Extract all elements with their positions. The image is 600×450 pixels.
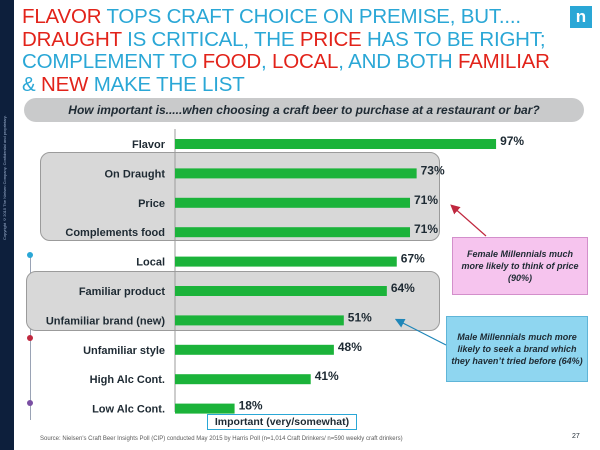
headline-segment: FLAVOR	[22, 5, 102, 28]
bar	[175, 374, 311, 385]
bar	[175, 286, 387, 296]
headline-segment: LOCAL	[272, 50, 339, 73]
category-label: Unfamiliar brand (new)	[46, 315, 166, 327]
value-label: 97%	[500, 134, 524, 148]
category-label: Unfamiliar style	[83, 345, 165, 357]
headline-segment: , AND BOTH	[338, 50, 458, 73]
headline-segment: &	[22, 72, 41, 96]
headline-segment: DRAUGHT	[22, 27, 122, 51]
value-label: 51%	[348, 310, 372, 324]
category-label: Complements food	[65, 227, 165, 239]
bar	[175, 168, 417, 179]
timeline-dot-purple	[27, 400, 33, 406]
value-label: 71%	[414, 222, 438, 236]
bar	[175, 315, 344, 326]
category-label: High Alc Cont.	[90, 374, 165, 386]
headline-segment: TOPS CRAFT CHOICE ON PREMISE, BUT....	[101, 5, 521, 28]
group-box-draught-price-food	[40, 152, 440, 241]
page-number: 27	[572, 433, 580, 440]
headline-segment: FAMILIAR	[457, 50, 550, 73]
bar	[175, 403, 235, 414]
value-label: 48%	[338, 340, 362, 354]
page-title: FLAVOR TOPS CRAFT CHOICE ON PREMISE, BUT…	[22, 5, 562, 96]
headline-segment: PRICE	[299, 27, 362, 51]
headline-segment: IS CRITICAL, THE	[121, 27, 300, 51]
nielsen-logo: n	[570, 6, 592, 28]
callout-male-millennials: Male Millennials much more likely to see…	[446, 316, 588, 382]
bar	[175, 197, 411, 208]
value-label: 18%	[239, 399, 263, 413]
timeline-dot-blue	[27, 252, 33, 258]
callout-arrow-blue	[394, 318, 447, 346]
bar	[175, 256, 397, 267]
category-label: Familiar product	[79, 286, 166, 298]
category-label: On Draught	[105, 168, 166, 180]
source-note: Source: Nielsen's Craft Beer Insights Po…	[40, 436, 403, 442]
value-label: 73%	[421, 163, 445, 177]
category-label: Low Alc Cont.	[92, 404, 165, 416]
category-label: Price	[138, 198, 165, 210]
legend-series-label: Important (very/somewhat)	[207, 414, 357, 430]
bar	[175, 344, 334, 355]
bar	[175, 227, 411, 238]
timeline-dot-red	[27, 335, 33, 341]
bar	[175, 139, 497, 149]
headline-segment: NEW	[40, 72, 89, 96]
question-banner: How important is.....when choosing a cra…	[24, 98, 584, 122]
callout-female-millennials: Female Millennials much more likely to t…	[452, 237, 588, 295]
category-label: Flavor	[132, 139, 166, 151]
headline-segment: MAKE THE LIST	[88, 72, 245, 96]
value-label: 64%	[391, 281, 415, 295]
headline-segment: ,	[261, 50, 273, 73]
value-label: 41%	[315, 369, 339, 383]
callout-arrow-pink	[450, 204, 487, 237]
value-label: 71%	[414, 193, 438, 207]
sidebar-strip	[0, 0, 14, 450]
category-label: Local	[136, 257, 165, 269]
headline-segment: HAS TO BE RIGHT; COMPLEMENT TO	[22, 27, 546, 73]
headline-segment: FOOD	[202, 50, 262, 73]
value-label: 67%	[401, 252, 425, 266]
